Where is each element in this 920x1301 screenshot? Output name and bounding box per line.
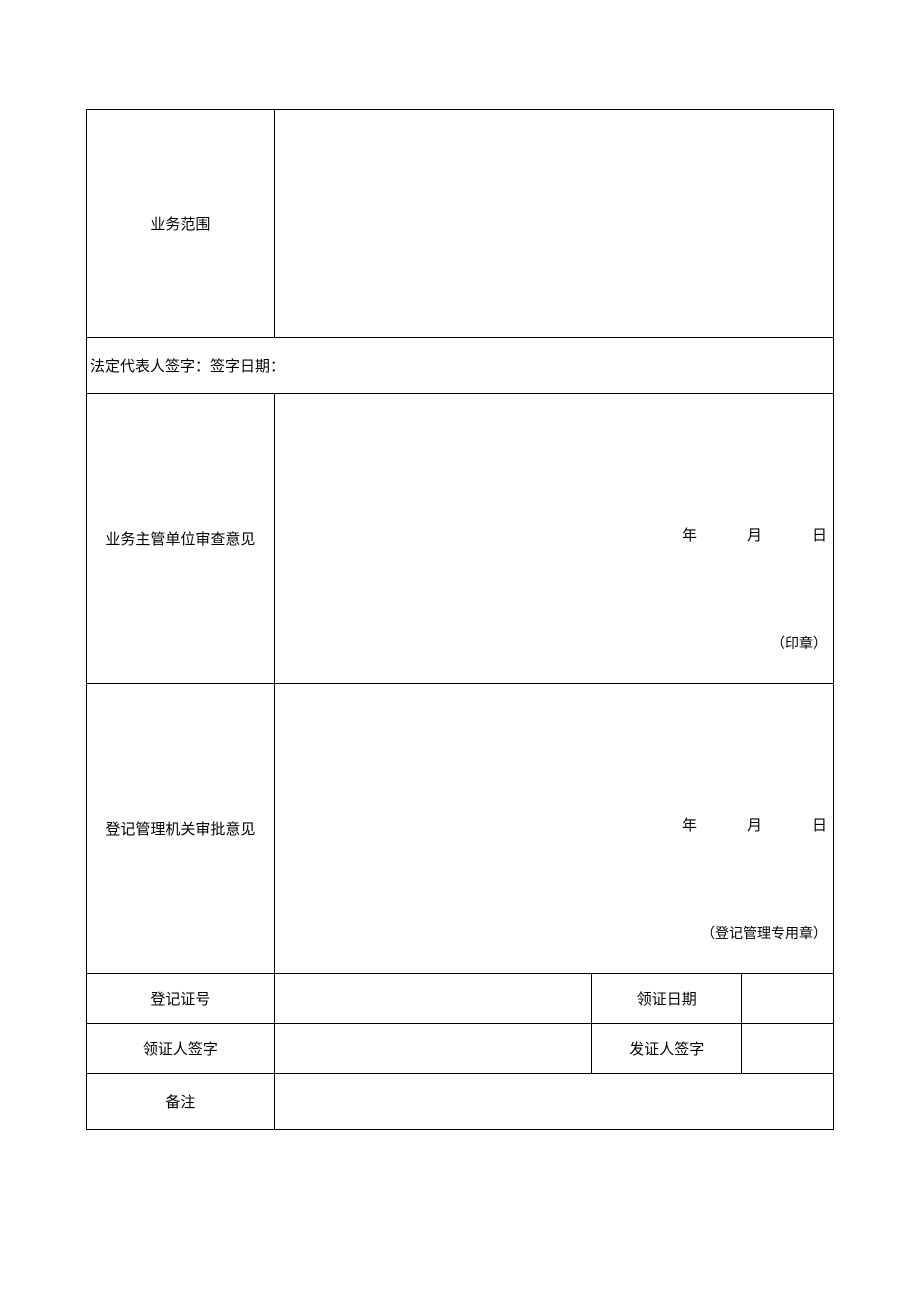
cert-receiver-sig-value	[274, 1024, 592, 1074]
row-supervisor-opinion: 业务主管单位审查意见 （印章） 年 月 日	[87, 394, 834, 684]
supervisor-stamp-label: （印章）	[771, 633, 827, 653]
registry-date-line: 年月日	[275, 814, 833, 835]
day-label-2: 日	[812, 814, 827, 835]
business-scope-label: 业务范围	[87, 110, 275, 338]
business-scope-value	[274, 110, 833, 338]
day-label: 日	[812, 524, 827, 545]
cert-receiver-sig-label: 领证人签字	[87, 1024, 275, 1074]
registry-opinion-box: （登记管理专用章） 年 月 日	[274, 684, 833, 974]
cert-receive-date-label: 领证日期	[592, 974, 742, 1024]
registry-opinion-label: 登记管理机关审批意见	[87, 684, 275, 974]
reg-number-label: 登记证号	[87, 974, 275, 1024]
cert-receive-date-value	[742, 974, 834, 1024]
month-label: 月	[747, 524, 762, 545]
cert-issuer-sig-value	[742, 1024, 834, 1074]
year-label-2: 年	[682, 814, 697, 835]
supervisor-date-line: 年月日	[275, 524, 833, 545]
registry-stamp-label: （登记管理专用章）	[701, 923, 827, 943]
row-reg-number: 登记证号 领证日期	[87, 974, 834, 1024]
supervisor-opinion-label: 业务主管单位审查意见	[87, 394, 275, 684]
row-cert-signature: 领证人签字 发证人签字	[87, 1024, 834, 1074]
row-business-scope: 业务范围	[87, 110, 834, 338]
row-remark: 备注	[87, 1074, 834, 1130]
month-label-2: 月	[747, 814, 762, 835]
remark-label: 备注	[87, 1074, 275, 1130]
reg-number-value	[274, 974, 592, 1024]
registration-form-table: 业务范围 法定代表人签字：签字日期： 业务主管单位审查意见 （印章） 年月日 登…	[86, 109, 834, 1130]
remark-value	[274, 1074, 833, 1130]
year-label: 年	[682, 524, 697, 545]
supervisor-opinion-box: （印章） 年 月 日	[274, 394, 833, 684]
signature-line: 法定代表人签字：签字日期：	[87, 338, 834, 394]
row-signature: 法定代表人签字：签字日期：	[87, 338, 834, 394]
row-registry-opinion: 登记管理机关审批意见 （登记管理专用章） 年 月 日	[87, 684, 834, 974]
cert-issuer-sig-label: 发证人签字	[592, 1024, 742, 1074]
